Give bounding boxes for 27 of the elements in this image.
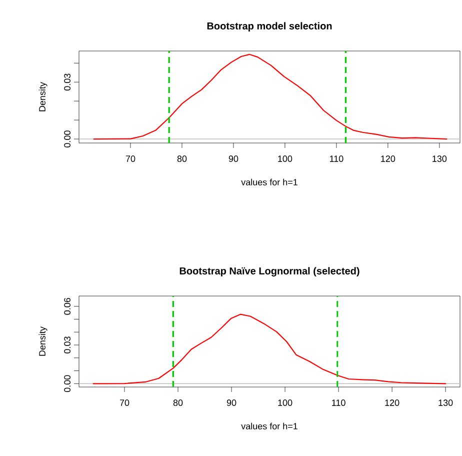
x-tick-label: 130 — [432, 156, 447, 162]
x-tick-label: 90 — [226, 400, 236, 406]
x-tick-label: 100 — [278, 156, 292, 162]
x-tick-label: 90 — [228, 156, 238, 162]
x-tick-label: 70 — [120, 400, 130, 406]
y-tick-label: 0.00 — [64, 375, 70, 392]
y-tick-label: 0.06 — [64, 298, 70, 315]
y-tick-label: 0.03 — [64, 74, 70, 91]
x-axis-title: values for h=1 — [241, 422, 298, 430]
line-series — [92, 314, 447, 384]
x-tick-label: 110 — [332, 400, 346, 406]
chart-title: Bootstrap Naïve Lognormal (selected) — [180, 267, 360, 276]
x-tick-label: 80 — [177, 156, 187, 162]
line-series — [92, 54, 448, 140]
chart-title: Bootstrap model selection — [207, 22, 332, 32]
x-tick-label: 100 — [278, 400, 292, 406]
x-tick-label: 110 — [330, 156, 344, 162]
x-tick-label: 70 — [126, 156, 136, 162]
x-axis-title: values for h=1 — [241, 178, 298, 186]
y-axis-title: Density — [38, 82, 48, 112]
y-axis-title: Density — [38, 326, 48, 356]
x-tick-label: 120 — [385, 400, 400, 406]
y-tick-label: 0.00 — [64, 130, 70, 148]
x-tick-label: 120 — [381, 156, 396, 162]
y-tick-label: 0.03 — [64, 336, 70, 354]
x-tick-label: 80 — [173, 400, 183, 406]
x-tick-label: 130 — [438, 400, 453, 406]
